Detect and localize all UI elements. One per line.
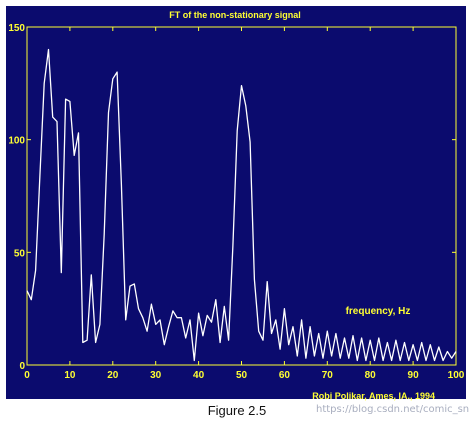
series-group	[26, 48, 457, 362]
x-tick-label: 90	[408, 370, 420, 381]
credit-annotation: Robi Polikar, Ames, IA., 1994	[312, 391, 435, 401]
x-tick-label: 50	[236, 370, 248, 381]
chart-title: FT of the non-stationary signal	[169, 10, 301, 20]
y-tick-label: 100	[8, 136, 25, 147]
x-tick-label: 80	[365, 370, 377, 381]
x-tick-label: 30	[150, 370, 162, 381]
x-tick-label: 100	[448, 370, 465, 381]
plot-background	[6, 6, 466, 399]
frequency-annotation: frequency, Hz	[346, 306, 411, 317]
spectrum-line	[26, 48, 457, 362]
y-tick-label: 0	[19, 361, 25, 372]
x-tick-label: 70	[322, 370, 334, 381]
figure-caption: Figure 2.5	[207, 403, 267, 418]
y-tick-label: 50	[14, 248, 26, 259]
axes-group	[26, 26, 457, 366]
x-tick-label: 0	[24, 370, 30, 381]
x-tick-label: 40	[193, 370, 205, 381]
tick-labels-group: 0 10 20 30 40 50 60 70 80 90 100 0 50 100 150	[8, 23, 464, 381]
x-tick-label: 20	[107, 370, 119, 381]
x-tick-label: 60	[279, 370, 291, 381]
x-tick-label: 10	[64, 370, 76, 381]
y-tick-label: 150	[8, 23, 25, 34]
watermark-text: https://blog.csdn.net/comic_sn	[316, 404, 470, 415]
